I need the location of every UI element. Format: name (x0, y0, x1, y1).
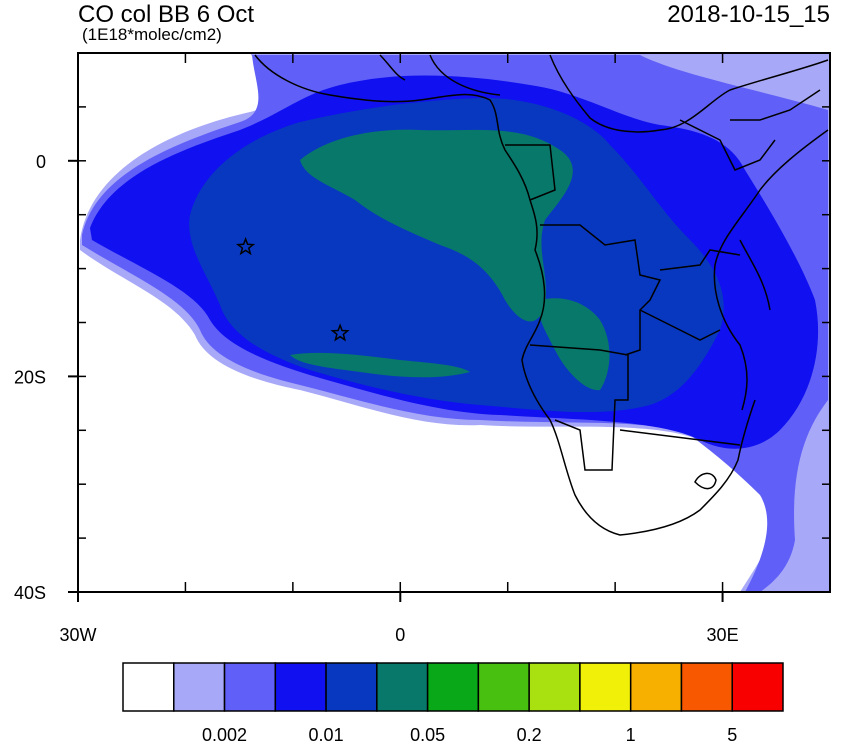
map-datetime: 2018-10-15_15 (667, 1, 830, 28)
star-marker-icon (235, 236, 256, 256)
colorbar-label: 0.2 (517, 725, 542, 745)
marker-layer (235, 236, 350, 342)
border-2 (540, 224, 662, 356)
africa-west-coast (254, 54, 756, 536)
colorbar-label: 1 (626, 725, 636, 745)
colorbar-box (629, 662, 683, 712)
lesotho (694, 472, 717, 490)
x-tick-label: 0 (395, 625, 405, 645)
colorbar-box (579, 662, 632, 712)
y-tick-label: 0 (36, 152, 46, 172)
colorbar-box (477, 662, 530, 712)
y-tick-label: 20S (14, 367, 46, 387)
colorbar: 0.002 0.01 0.05 0.2 1 5 (122, 662, 784, 745)
border-3 (529, 344, 629, 471)
colorbar-box (274, 662, 327, 712)
colorbar-label: 5 (727, 725, 737, 745)
colorbar-label: 0.01 (309, 725, 344, 745)
colorbar-box (173, 662, 226, 712)
colorbar-box (325, 662, 378, 712)
border-1 (505, 144, 556, 201)
coastlines (254, 54, 829, 536)
x-tick-label: 30E (707, 625, 739, 645)
border-4 (659, 249, 741, 271)
co-contour-teal-2 (538, 298, 610, 391)
africa-east-coast (713, 129, 829, 411)
map-title: CO col BB 6 Oct (78, 1, 255, 28)
co-field (78, 53, 830, 592)
border-8 (619, 429, 741, 446)
border-7 (730, 89, 821, 121)
y-tick-label: 40S (14, 583, 46, 603)
madagascar-lake (739, 239, 771, 311)
colorbar-box (376, 662, 429, 712)
axis-ticks: 30W 0 30E 0 20S 40S (14, 52, 831, 645)
colorbar-box (680, 662, 733, 712)
x-tick-label: 30W (59, 625, 96, 645)
co-contour-teal (300, 129, 573, 322)
colorbar-box (528, 662, 581, 712)
africa-north-coast (379, 54, 829, 133)
colorbar-label: 0.05 (410, 725, 445, 745)
colorbar-box (122, 662, 175, 712)
star-marker-icon (330, 323, 350, 342)
map-units-subtitle: (1E18*molec/cm2) (82, 25, 222, 44)
co-contour-teal-3 (290, 352, 470, 378)
colorbar-box (731, 662, 784, 712)
border-6 (679, 119, 776, 171)
colorbar-box (426, 662, 480, 712)
border-5 (639, 309, 721, 341)
colorbar-label: 0.002 (202, 725, 247, 745)
colorbar-box (223, 662, 277, 712)
